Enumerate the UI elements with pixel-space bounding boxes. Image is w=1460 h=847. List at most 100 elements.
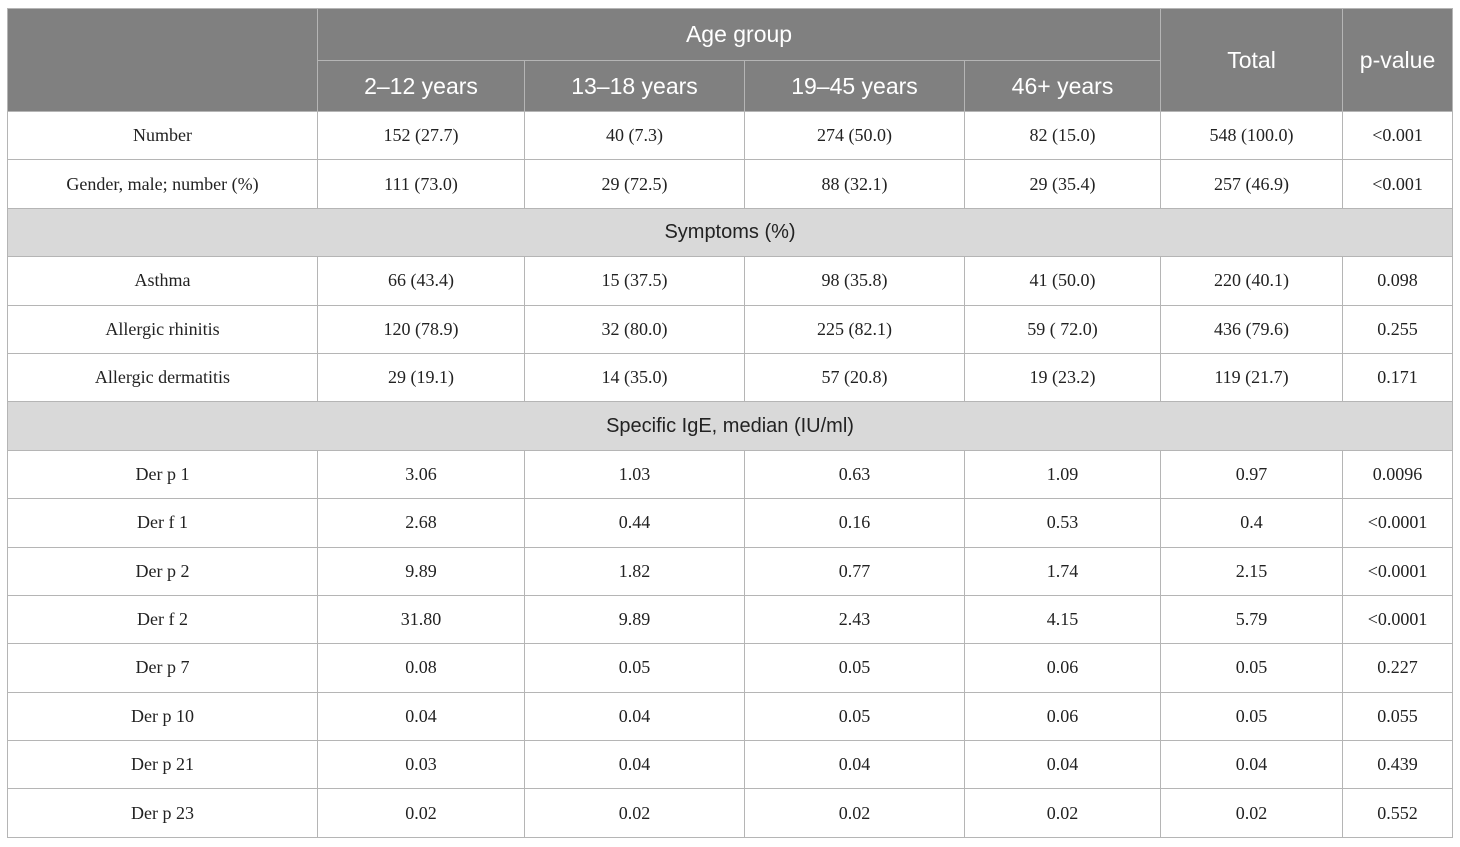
- data-row: Number 152 (27.7) 40 (7.3) 274 (50.0) 82 (15…: [7, 110, 1454, 161]
- section-title: Symptoms (%): [6, 207, 1454, 258]
- cell: 32 (80.0): [524, 304, 745, 354]
- section-row: Specific IgE, median (IU/ml): [6, 401, 1454, 451]
- cell: 0.04: [524, 691, 745, 742]
- section-title: Specific IgE, median (IU/ml): [6, 401, 1454, 451]
- row-label: Allergic rhinitis: [7, 304, 318, 354]
- data-row: Allergic dermatitis 29 (19.1) 14 (35.0) 57 …: [7, 352, 1454, 403]
- cell: 15 (37.5): [524, 256, 745, 306]
- row-label: Der p 23: [7, 788, 318, 838]
- row-label: Der p 2: [7, 546, 318, 596]
- cell: 0.05: [1160, 643, 1344, 693]
- cell: 257 (46.9): [1160, 159, 1344, 209]
- cell: 1.03: [524, 449, 745, 500]
- table-head: Age group Total p-value 2–12 years 13–18 …: [7, 8, 1454, 112]
- cell: 0.227: [1342, 643, 1454, 693]
- cell: 5.79: [1160, 594, 1344, 645]
- cell: 0.04: [524, 740, 745, 790]
- cell: 120 (78.9): [317, 304, 525, 354]
- data-row: Der f 2 31.80 9.89 2.43 4.15 5.79 <0.0001: [7, 594, 1454, 645]
- cell: 0.098: [1342, 256, 1454, 306]
- row-label: Number: [7, 110, 318, 161]
- p-header: p-value: [1342, 8, 1454, 112]
- cell: 0.53: [963, 498, 1162, 548]
- cell: 0.04: [744, 740, 965, 790]
- cell: 29 (19.1): [317, 352, 525, 403]
- row-label: Der p 10: [7, 691, 318, 742]
- cell: 9.89: [317, 546, 525, 596]
- cell: 19 (23.2): [963, 352, 1162, 403]
- cell: 1.09: [963, 449, 1162, 500]
- cell: 0.02: [1160, 788, 1344, 838]
- data-row: Der p 1 3.06 1.03 0.63 1.09 0.97 0.0096: [7, 449, 1454, 500]
- data-row: Gender, male; number (%) 111 (73.0) 29 (72…: [7, 159, 1454, 209]
- cell: 0.77: [744, 546, 965, 596]
- cell: 2.68: [317, 498, 525, 548]
- column-header: 13–18 years: [524, 60, 745, 112]
- cell: 9.89: [524, 594, 745, 645]
- data-row: Der p 2 9.89 1.82 0.77 1.74 2.15 <0.0001: [7, 546, 1454, 596]
- cell: 29 (72.5): [524, 159, 745, 209]
- cell: 14 (35.0): [524, 352, 745, 403]
- cell: 0.255: [1342, 304, 1454, 354]
- cell: <0.0001: [1342, 498, 1454, 548]
- row-label: Der p 7: [7, 643, 318, 693]
- cell: 0.05: [1160, 691, 1344, 742]
- cell: 0.4: [1160, 498, 1344, 548]
- row-label: Asthma: [7, 256, 318, 306]
- column-header: 2–12 years: [317, 60, 525, 112]
- cell: 436 (79.6): [1160, 304, 1344, 354]
- cell: 88 (32.1): [744, 159, 965, 209]
- cell: 0.02: [963, 788, 1162, 838]
- cell: 31.80: [317, 594, 525, 645]
- cell: 119 (21.7): [1160, 352, 1344, 403]
- cell: 0.552: [1342, 788, 1454, 838]
- header-row: Age group Total p-value: [7, 8, 1454, 112]
- cell: 0.05: [744, 643, 965, 693]
- cell: 220 (40.1): [1160, 256, 1344, 306]
- cell: 111 (73.0): [317, 159, 525, 209]
- cell: 98 (35.8): [744, 256, 965, 306]
- cell: 0.439: [1342, 740, 1454, 790]
- cell: 4.15: [963, 594, 1162, 645]
- cell: 0.02: [317, 788, 525, 838]
- row-label: Gender, male; number (%): [7, 159, 318, 209]
- cell: 0.06: [963, 643, 1162, 693]
- cell: 0.63: [744, 449, 965, 500]
- table-body: Number 152 (27.7) 40 (7.3) 274 (50.0) 82 (15…: [6, 110, 1454, 838]
- cell: 66 (43.4): [317, 256, 525, 306]
- group-header: Age group: [316, 8, 1162, 61]
- cell: 0.02: [744, 788, 965, 838]
- cell: 40 (7.3): [524, 110, 745, 161]
- row-label: Der p 1: [7, 449, 318, 500]
- cell: 3.06: [317, 449, 525, 500]
- data-row: Der p 7 0.08 0.05 0.05 0.06 0.05 0.227: [7, 643, 1454, 693]
- cell: 152 (27.7): [317, 110, 525, 161]
- cell: 0.04: [317, 691, 525, 742]
- row-label: Der f 2: [7, 594, 318, 645]
- cell: 0.16: [744, 498, 965, 548]
- data-table: Age group Total p-value 2–12 years 13–18 …: [6, 8, 1454, 838]
- cell: 0.06: [963, 691, 1162, 742]
- cell: <0.0001: [1342, 546, 1454, 596]
- cell: 1.82: [524, 546, 745, 596]
- cell: 225 (82.1): [744, 304, 965, 354]
- cell: 0.171: [1342, 352, 1454, 403]
- total-header: Total: [1160, 8, 1344, 112]
- data-row: Der p 21 0.03 0.04 0.04 0.04 0.04 0.439: [7, 740, 1454, 790]
- cell: 59 ( 72.0): [963, 304, 1162, 354]
- cell: 2.15: [1160, 546, 1344, 596]
- cell: <0.001: [1342, 110, 1454, 161]
- data-row: Asthma 66 (43.4) 15 (37.5) 98 (35.8) 41 (50.…: [7, 256, 1454, 306]
- row-label: Der p 21: [7, 740, 318, 790]
- cell: 0.08: [317, 643, 525, 693]
- cell: 41 (50.0): [963, 256, 1162, 306]
- cell: 0.055: [1342, 691, 1454, 742]
- cell: 0.0096: [1342, 449, 1454, 500]
- cell: 0.03: [317, 740, 525, 790]
- row-label: Der f 1: [7, 498, 318, 548]
- cell: 0.97: [1160, 449, 1344, 500]
- cell: 2.43: [744, 594, 965, 645]
- cell: 0.05: [744, 691, 965, 742]
- cell: 0.02: [524, 788, 745, 838]
